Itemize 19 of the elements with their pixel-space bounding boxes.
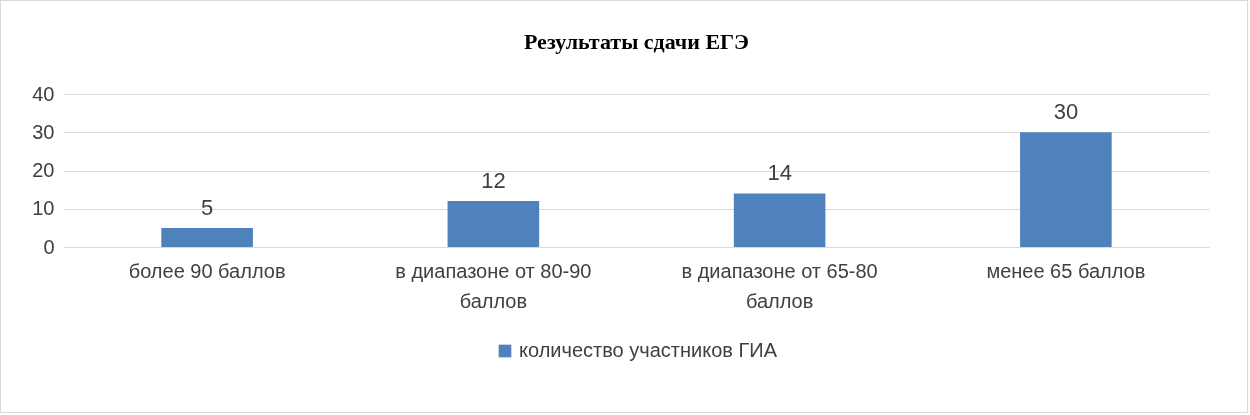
y-tick-label: 30 [32, 120, 55, 143]
data-label: 5 [201, 194, 214, 220]
data-label: 30 [1053, 99, 1079, 125]
y-tick-label: 40 [32, 82, 55, 105]
y-tick-label: 0 [43, 235, 55, 258]
x-tick-label: в диапазоне от 80-90 баллов [395, 259, 592, 312]
bar [447, 201, 540, 247]
legend-label: количество участников ГИА [519, 339, 778, 361]
data-label: 12 [481, 168, 506, 194]
y-tick-label: 20 [32, 159, 55, 181]
y-tick-label: 10 [32, 197, 55, 220]
x-tick-label: менее 65 баллов [986, 259, 1146, 282]
bar [161, 227, 253, 247]
bar [733, 193, 826, 247]
x-tick-label: в диапазоне от 65-80 баллов [681, 259, 878, 312]
data-label: 14 [767, 160, 792, 186]
x-tick-label: более 90 баллов [128, 259, 286, 282]
chart-title: Результаты сдачи ЕГЭ [523, 29, 750, 54]
bar [1020, 132, 1112, 247]
